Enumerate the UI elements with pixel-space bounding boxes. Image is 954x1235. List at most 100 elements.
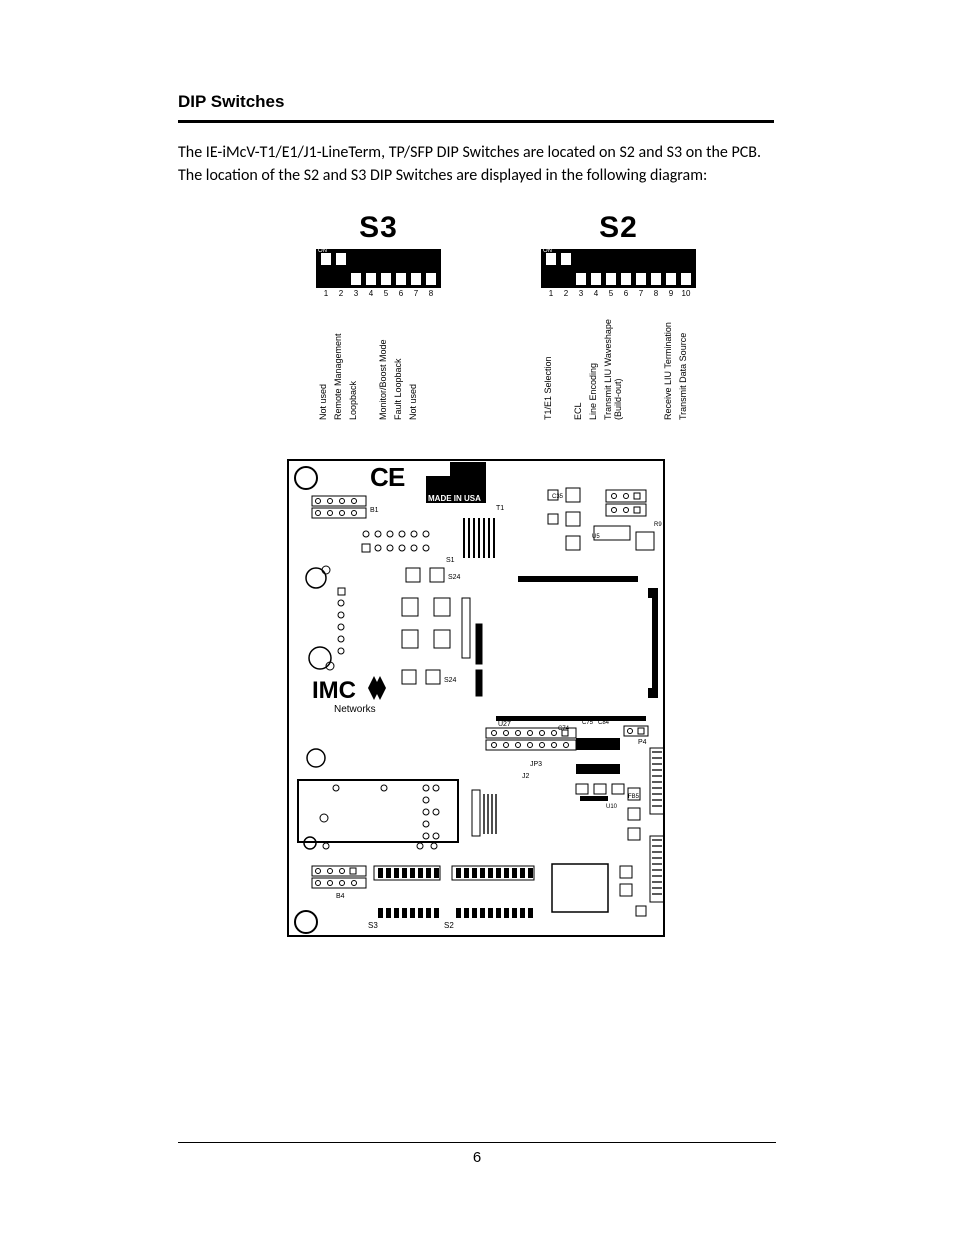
dip-slot-9 (665, 252, 677, 286)
svg-text:FB5: FB5 (628, 794, 640, 800)
dip-number: 1 (545, 289, 557, 298)
dip-slot-3 (350, 252, 362, 286)
dip-group-label: Not used (319, 300, 334, 420)
dip-group-label: Line Encoding (589, 300, 604, 420)
dip-number: 5 (605, 289, 617, 298)
svg-text:C35: C35 (552, 494, 564, 500)
svg-text:S24: S24 (448, 574, 461, 581)
dip-s2-numbers: 12345678910 (545, 289, 692, 298)
svg-text:T1: T1 (496, 505, 504, 512)
svg-text:S24: S24 (444, 677, 457, 684)
made-in-label: MADE IN USA (428, 494, 481, 503)
imc-logo: IMC Networks (312, 676, 386, 715)
dip-slot-4 (590, 252, 602, 286)
svg-text:U27: U27 (498, 721, 511, 728)
svg-text:E: E (388, 462, 405, 492)
svg-text:U10: U10 (606, 804, 618, 810)
svg-text:U5: U5 (592, 534, 600, 540)
dip-number: 8 (425, 289, 437, 298)
svg-text:S3: S3 (368, 921, 378, 930)
dip-slot-1 (545, 252, 557, 286)
svg-text:R9: R9 (654, 522, 662, 528)
dip-number: 6 (620, 289, 632, 298)
dip-number: 4 (365, 289, 377, 298)
section-rule (178, 120, 774, 123)
dip-group-label: T1/E1 Selection (544, 300, 574, 420)
dip-group-label: Transmit Data Source (679, 300, 694, 420)
dip-slot-6 (395, 252, 407, 286)
section-title: DIP Switches (178, 92, 774, 112)
dip-slot-1 (320, 252, 332, 286)
dip-slot-7 (635, 252, 647, 286)
dip-number: 4 (590, 289, 602, 298)
svg-text:C74: C74 (558, 726, 570, 732)
u-block (472, 790, 496, 836)
dip-s2-labels: T1/E1 SelectionECLLine EncodingTransmit … (544, 300, 694, 420)
pcb-s3-dip (374, 866, 440, 918)
b4-header (312, 866, 366, 888)
barcode-strips: U27 (496, 576, 646, 774)
dip-number: 8 (650, 289, 662, 298)
svg-text:J2: J2 (522, 773, 530, 780)
svg-text:S2: S2 (444, 921, 454, 930)
svg-text:B4: B4 (336, 893, 345, 900)
dip-s3-labels: Not usedRemote ManagementLoopbackMonitor… (319, 300, 439, 420)
svg-text:JP3: JP3 (530, 761, 542, 768)
edge-connector-bot (650, 836, 664, 902)
dip-number: 3 (350, 289, 362, 298)
svg-text:Networks: Networks (334, 704, 376, 715)
pcb-s2-dip (452, 866, 534, 918)
dip-s3-title: S3 (359, 211, 398, 245)
intro-paragraph: The IE-iMcV-T1/E1/J1-LineTerm, TP/SFP DI… (178, 141, 774, 187)
dip-slot-4 (365, 252, 377, 286)
page-footer: 6 (0, 1142, 954, 1167)
dip-group-label: Loopback (349, 300, 379, 420)
dip-group-label: Monitor/Boost Mode (379, 300, 394, 420)
svg-text:B1: B1 (370, 507, 379, 514)
ic-mid (402, 598, 450, 684)
pcb-diagram: C E MADE IN USA B1 (178, 448, 774, 948)
top-right-parts (548, 488, 654, 550)
page-number: 6 (473, 1149, 481, 1166)
dip-s3-block: S3 12345678 Not usedRemote ManagementLoo… (316, 211, 441, 420)
footer-rule (178, 1142, 776, 1143)
svg-text:C75: C75 (582, 720, 594, 726)
dip-slot-2 (335, 252, 347, 286)
svg-text:S1: S1 (446, 557, 455, 564)
dip-number: 1 (320, 289, 332, 298)
dip-s2-title: S2 (599, 211, 638, 245)
pin-rows (362, 531, 429, 552)
dip-number: 9 (665, 289, 677, 298)
edge-connector-top (650, 748, 664, 814)
dip-number: 3 (575, 289, 587, 298)
dip-s3-numbers: 12345678 (320, 289, 437, 298)
dip-slot-10 (680, 252, 692, 286)
dip-slot-8 (425, 252, 437, 286)
dip-slot-3 (575, 252, 587, 286)
dip-switch-legend: S3 12345678 Not usedRemote ManagementLoo… (238, 211, 774, 420)
svg-text:P4: P4 (638, 739, 647, 746)
dip-slot-5 (380, 252, 392, 286)
dip-number: 2 (560, 289, 572, 298)
dip-slot-2 (560, 252, 572, 286)
svg-text:IMC: IMC (312, 677, 356, 704)
dip-s2-body (541, 249, 696, 288)
sfp-cage (298, 780, 458, 842)
dip-group-label: Transmit LIU Waveshape (Build-out) (604, 300, 664, 420)
dip-slot-5 (605, 252, 617, 286)
dip-number: 6 (395, 289, 407, 298)
dip-number: 10 (680, 289, 692, 298)
dip-slot-8 (650, 252, 662, 286)
b1-header: B1 (312, 496, 379, 518)
dip-slot-7 (410, 252, 422, 286)
dip-slot-6 (620, 252, 632, 286)
dip-s2-block: S2 12345678910 T1/E1 SelectionECLLine En… (541, 211, 696, 420)
dip-group-label: Receive LIU Termination (664, 300, 679, 420)
dip-group-label: Fault Loopback (394, 300, 409, 420)
ce-mark-icon: C (370, 462, 389, 492)
main-ic (552, 864, 608, 912)
dip-group-label: Not used (409, 300, 439, 420)
dip-number: 7 (410, 289, 422, 298)
dip-s3-body (316, 249, 441, 288)
dip-group-label: ECL (574, 300, 589, 420)
